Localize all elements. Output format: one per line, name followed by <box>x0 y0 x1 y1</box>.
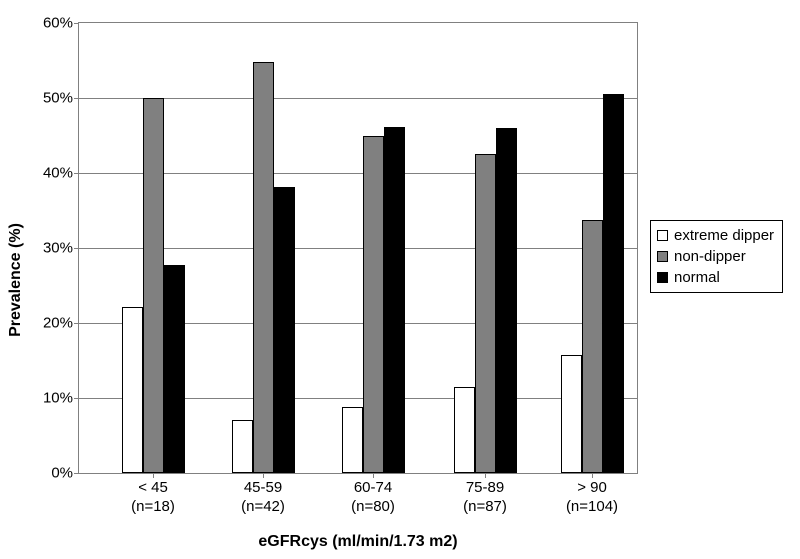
x-tick-label: 45-59(n=42) <box>241 479 285 517</box>
y-tick-label: 60% <box>43 15 79 32</box>
x-tick-label-line1: 45-59 <box>241 479 285 498</box>
x-tick-label-line2: (n=80) <box>351 498 395 517</box>
x-tick-label-line2: (n=42) <box>241 498 285 517</box>
legend-swatch <box>657 272 668 283</box>
bar <box>454 387 475 473</box>
y-tick-label: 40% <box>43 165 79 182</box>
y-tick-label: 30% <box>43 240 79 257</box>
x-tick-label-line1: 60-74 <box>351 479 395 498</box>
bar <box>384 127 405 474</box>
plot-area: 0%10%20%30%40%50%60%< 45(n=18)45-59(n=42… <box>78 22 638 474</box>
x-tick-mark <box>592 473 593 478</box>
x-tick-mark <box>485 473 486 478</box>
x-tick-label: 60-74(n=80) <box>351 479 395 517</box>
bar <box>274 187 295 473</box>
legend-label: extreme dipper <box>674 227 774 244</box>
x-tick-mark <box>153 473 154 478</box>
x-tick-label-line1: > 90 <box>566 479 618 498</box>
legend: extreme dipper non-dipper normal <box>650 220 783 293</box>
bar <box>232 420 253 473</box>
bar <box>143 98 164 473</box>
y-tick-label: 10% <box>43 390 79 407</box>
bar <box>342 407 363 473</box>
bar <box>122 307 143 474</box>
bar <box>603 94 624 473</box>
x-tick-label: < 45(n=18) <box>131 479 175 517</box>
legend-swatch <box>657 230 668 241</box>
x-axis-title: eGFRcys (ml/min/1.73 m2) <box>258 533 457 551</box>
x-tick-label-line2: (n=18) <box>131 498 175 517</box>
bar <box>561 355 582 474</box>
bar <box>582 220 603 473</box>
x-tick-mark <box>373 473 374 478</box>
bar <box>496 128 517 473</box>
bar <box>475 154 496 473</box>
x-tick-mark <box>263 473 264 478</box>
x-tick-label-line1: < 45 <box>131 479 175 498</box>
bar <box>164 265 185 474</box>
y-tick-label: 50% <box>43 90 79 107</box>
legend-item: extreme dipper <box>657 225 774 246</box>
y-axis-title: Prevalence (%) <box>7 223 25 337</box>
x-tick-label-line1: 75-89 <box>463 479 507 498</box>
legend-item: non-dipper <box>657 246 774 267</box>
legend-label: normal <box>674 269 720 286</box>
bar <box>253 62 274 473</box>
y-tick-label: 20% <box>43 315 79 332</box>
legend-label: non-dipper <box>674 248 746 265</box>
x-tick-label-line2: (n=104) <box>566 498 618 517</box>
y-tick-label: 0% <box>51 465 79 482</box>
x-tick-label-line2: (n=87) <box>463 498 507 517</box>
x-tick-label: 75-89(n=87) <box>463 479 507 517</box>
bar <box>363 136 384 474</box>
bar-chart: Prevalence (%) 0%10%20%30%40%50%60%< 45(… <box>0 0 800 559</box>
legend-swatch <box>657 251 668 262</box>
x-tick-label: > 90(n=104) <box>566 479 618 517</box>
legend-item: normal <box>657 267 774 288</box>
